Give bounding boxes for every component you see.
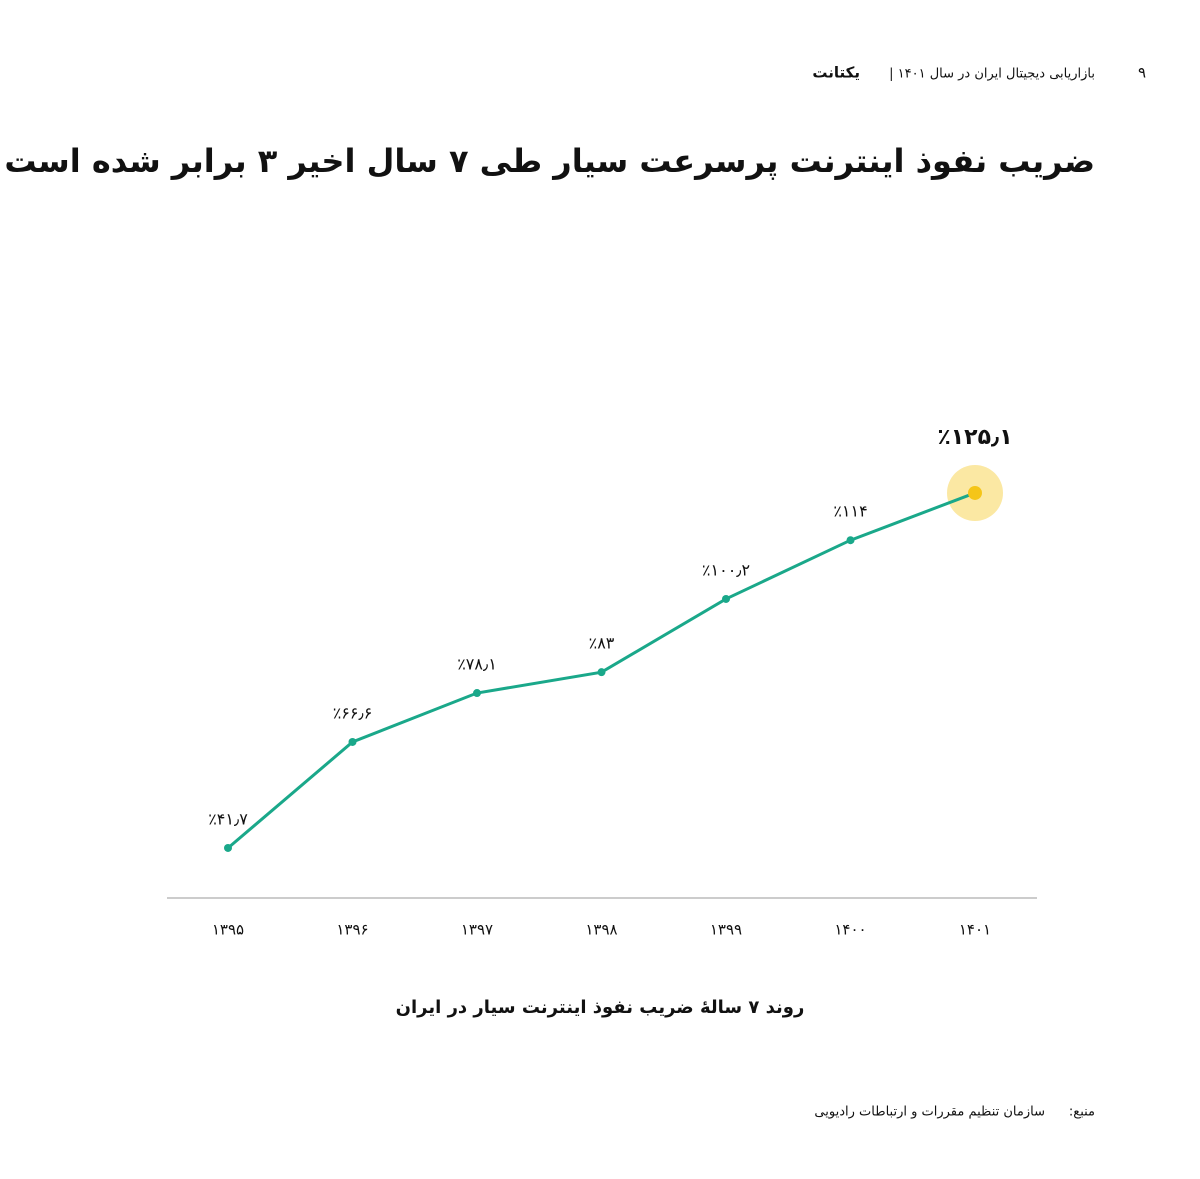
chart-title: ضریب نفوذ اینترنت پرسرعت سیار طی ۷ سال ا… bbox=[4, 142, 1095, 180]
point bbox=[473, 689, 481, 698]
logo: یکتانت bbox=[812, 64, 860, 82]
value-label: ٪۴۱٫۷ bbox=[208, 809, 248, 828]
report-name: بازاریابی دیجیتال ایران در سال ۱۴۰۱ | bbox=[889, 67, 1095, 82]
x-tick-label: ۱۳۹۶ bbox=[336, 921, 368, 939]
chart-caption: روند ۷ سالهٔ ضریب نفوذ اینترنت سیار در ا… bbox=[396, 997, 805, 1018]
source-text: سازمان تنظیم مقررات و ارتباطات رادیویی bbox=[814, 1105, 1045, 1120]
point bbox=[846, 536, 855, 545]
value-label: ٪۷۸٫۱ bbox=[457, 655, 497, 674]
x-tick-label: ۱۴۰۰ bbox=[834, 921, 866, 939]
value-label: ٪۱۲۵٫۱ bbox=[937, 425, 1012, 450]
x-tick-label: ۱۳۹۷ bbox=[461, 921, 493, 939]
value-label: ٪۸۳ bbox=[589, 634, 615, 653]
value-label: ٪۶۶٫۶ bbox=[333, 703, 373, 722]
point bbox=[348, 737, 357, 746]
x-tick-label: ۱۳۹۹ bbox=[710, 921, 742, 939]
point bbox=[224, 843, 232, 852]
x-tick-label: ۱۴۰۱ bbox=[959, 921, 991, 939]
point bbox=[968, 485, 982, 500]
x-tick-label: ۱۳۹۸ bbox=[585, 921, 617, 939]
x-tick-label: ۱۳۹۵ bbox=[212, 921, 244, 939]
value-label: ٪۱۰۰٫۲ bbox=[702, 560, 750, 579]
source-label: منبع: bbox=[1069, 1105, 1095, 1120]
value-label: ٪۱۱۴ bbox=[833, 502, 867, 521]
page-number: ۹ bbox=[1138, 64, 1146, 82]
point bbox=[597, 668, 606, 677]
point bbox=[722, 594, 730, 603]
